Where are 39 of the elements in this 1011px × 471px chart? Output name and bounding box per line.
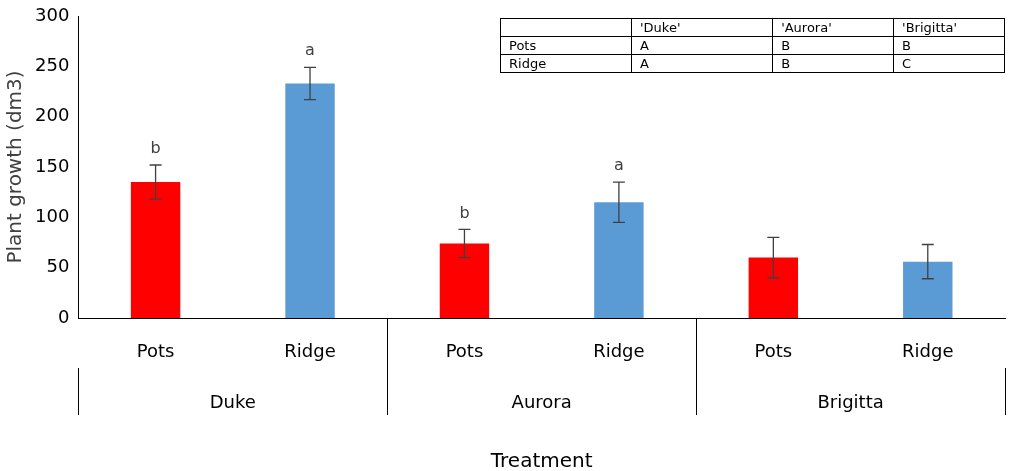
y-axis-title: Plant growth (dm3): [2, 70, 27, 264]
x-tick-label: Aurora: [511, 390, 572, 412]
bar: [748, 257, 799, 318]
annotation: 'Brigitta': [893, 18, 1005, 37]
y-tick-label: 100: [35, 205, 70, 227]
y-tick-label: 250: [35, 54, 70, 76]
bar: [903, 261, 953, 318]
annotation: C: [893, 54, 1005, 73]
text: Ridge: [593, 339, 645, 361]
y-tick-label: 50: [46, 255, 70, 277]
bar: [285, 83, 335, 318]
series-label: Pots: [136, 339, 175, 361]
annotation: 'Duke': [631, 18, 773, 37]
text: Pots: [754, 339, 793, 361]
annotation: Ridge: [500, 54, 632, 73]
bar: [130, 182, 181, 318]
series-label: Ridge: [284, 339, 336, 361]
annotation: B: [893, 36, 1005, 55]
x-tick-label: Duke: [209, 390, 256, 412]
annotation: A: [631, 54, 773, 73]
text: Ridge: [902, 339, 954, 361]
annotation: B: [772, 54, 894, 73]
annotation: A: [631, 36, 773, 55]
y-tick-label: 300: [35, 3, 70, 25]
annotation: B: [772, 36, 894, 55]
data-label: a: [613, 155, 624, 175]
bar: [439, 243, 490, 318]
annotation: Pots: [500, 36, 632, 55]
bar: [594, 202, 644, 318]
data-label: b: [459, 202, 470, 222]
text: Pots: [445, 339, 484, 361]
x-tick-label: Brigitta: [817, 390, 884, 412]
y-tick-label: 0: [57, 305, 70, 327]
y-tick-label: 200: [35, 104, 70, 126]
data-label: a: [305, 40, 315, 60]
data-label: b: [150, 138, 161, 158]
y-tick-label: 150: [35, 154, 70, 176]
x-axis-title: Treatment: [489, 448, 593, 471]
annotation: 'Aurora': [772, 18, 894, 37]
